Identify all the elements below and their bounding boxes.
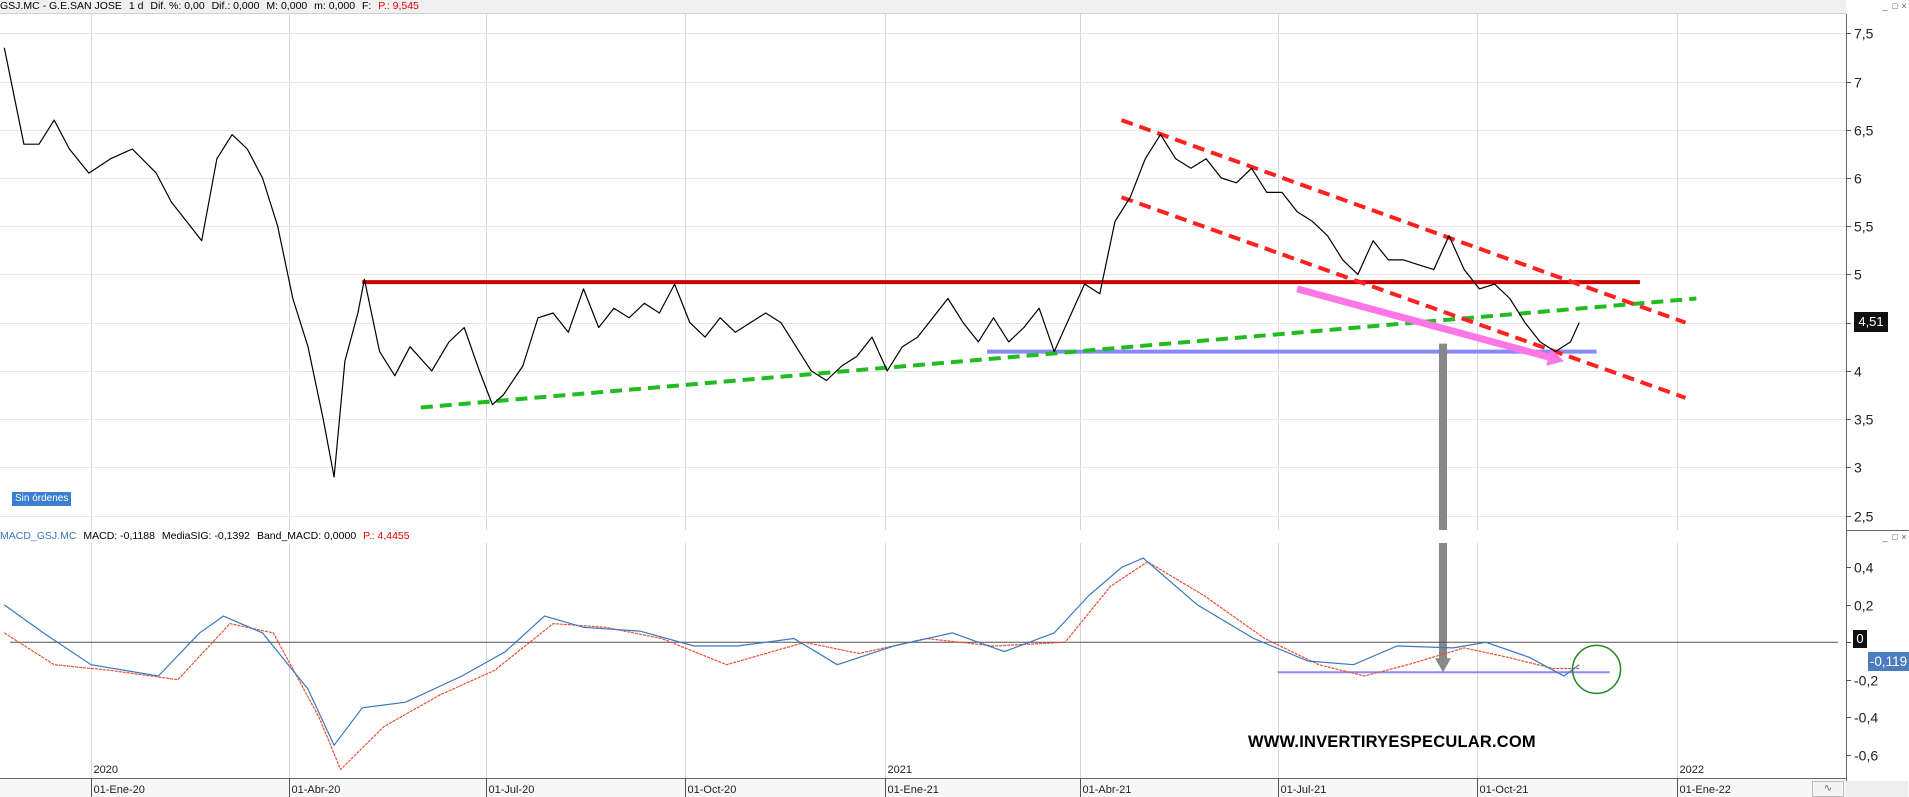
- x-tick-label: 01-Jul-21: [1281, 784, 1327, 796]
- macd-zero-badge: 0: [1853, 630, 1867, 648]
- minimize-icon[interactable]: _: [1882, 1, 1888, 11]
- f-label: F:: [361, 0, 372, 12]
- price-value-label: P.: 9,545: [378, 0, 419, 12]
- x-tick-label: 01-Oct-21: [1480, 784, 1529, 796]
- y-tick-label: 7: [1854, 75, 1862, 91]
- uptrend-support-line: [420, 296, 1697, 410]
- macd-y-tick-label: 0,2: [1854, 598, 1874, 614]
- max-label: M: 0,000: [266, 0, 308, 12]
- scroll-wave-icon[interactable]: ∿: [1812, 781, 1844, 797]
- highlight-circle: [1571, 644, 1622, 695]
- y-tick-label: 2,5: [1854, 509, 1874, 525]
- orders-status-badge[interactable]: Sin órdenes: [12, 492, 72, 506]
- signal-value-label: MediaSIG: -0,1392: [161, 530, 251, 542]
- macd-panel-header: MACD_GSJ.MC MACD: -0,1188 MediaSIG: -0,1…: [0, 530, 1846, 543]
- price-series-line: [3, 47, 1580, 478]
- maximize-icon[interactable]: □: [1892, 1, 1898, 11]
- y-tick-label: 5,5: [1854, 219, 1874, 235]
- corner-filler: [1846, 781, 1908, 797]
- x-tick-label: 01-Abr-21: [1083, 784, 1132, 796]
- x-tick-label: 01-Ene-22: [1680, 784, 1731, 796]
- y-tick-label: 4: [1854, 364, 1862, 380]
- downtrend-arrow-head: [1546, 348, 1565, 366]
- macd-y-tick-label: 0,4: [1854, 560, 1874, 576]
- year-label: 2022: [1680, 764, 1704, 776]
- signal-series-line: [3, 561, 1580, 771]
- dif-pct-label: Dif. %: 0,00: [150, 0, 205, 12]
- macd-value-label: MACD: -0,1188: [83, 530, 155, 542]
- channel-upper-line: [1120, 118, 1687, 325]
- year-label: 2021: [888, 764, 912, 776]
- x-tick-label: 01-Ene-20: [94, 784, 145, 796]
- y-tick-label: 6: [1854, 171, 1862, 187]
- watermark-text: WWW.INVERTIRYESPECULAR.COM: [1248, 733, 1536, 751]
- downtrend-arrow-shaft: [1296, 285, 1550, 361]
- x-tick-label: 01-Oct-20: [688, 784, 737, 796]
- macd-y-tick-label: -0,2: [1854, 673, 1878, 689]
- timeframe-label: 1 d: [128, 0, 144, 12]
- y-tick-label: 3,5: [1854, 412, 1874, 428]
- macd-series-line: [3, 557, 1580, 747]
- symbol-label: GSJ.MC - G.E.SAN JOSE: [0, 0, 122, 12]
- macd-last-badge: -0,119: [1868, 652, 1909, 671]
- macd-minimize-icon[interactable]: _: [1882, 532, 1888, 542]
- y-tick-label: 6,5: [1854, 123, 1874, 139]
- close-icon[interactable]: ×: [1901, 1, 1907, 11]
- grey-arrow-head: [1435, 658, 1451, 673]
- price-panel-header: GSJ.MC - G.E.SAN JOSE 1 d Dif. %: 0,00 D…: [0, 0, 1846, 14]
- band-value-label: Band_MACD: 0,0000: [256, 530, 357, 542]
- year-label: 2020: [94, 764, 118, 776]
- macd-y-tick-label: -0,6: [1854, 748, 1878, 764]
- macd-p-label: P.: 4,4455: [363, 530, 410, 542]
- x-tick-label: 01-Jul-20: [489, 784, 535, 796]
- y-tick-label: 3: [1854, 460, 1862, 476]
- y-tick-label: 5: [1854, 267, 1862, 283]
- channel-lower-line: [1120, 195, 1687, 400]
- dif-label: Dif.: 0,000: [211, 0, 260, 12]
- x-tick-label: 01-Abr-20: [292, 784, 341, 796]
- min-label: m: 0,000: [314, 0, 356, 12]
- macd-y-tick-label: -0,4: [1854, 710, 1878, 726]
- macd-close-icon[interactable]: ×: [1901, 532, 1907, 542]
- last-price-badge: 4,51: [1854, 312, 1888, 332]
- macd-name-label: MACD_GSJ.MC: [0, 530, 77, 542]
- time-axis-band: [0, 779, 1846, 797]
- macd-maximize-icon[interactable]: □: [1892, 532, 1898, 542]
- x-tick-label: 01-Ene-21: [888, 784, 939, 796]
- y-tick-label: 7,5: [1854, 26, 1874, 42]
